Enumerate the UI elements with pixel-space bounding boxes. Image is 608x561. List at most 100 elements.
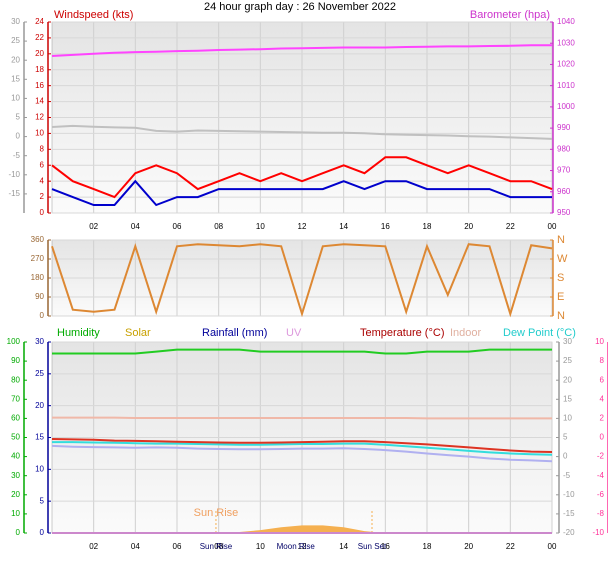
x-tick-label: 16 xyxy=(381,222,390,231)
y2-tick-label: 1030 xyxy=(557,38,575,47)
y2-tick-label: 30 xyxy=(35,337,44,346)
y-tick-label: 80 xyxy=(11,375,20,384)
x-tick-label: 18 xyxy=(423,542,432,551)
y-tick-label: 18 xyxy=(35,65,44,74)
x-tick-label: 12 xyxy=(298,542,307,551)
x-tick-label: 04 xyxy=(131,222,140,231)
y-tick-label: 0 xyxy=(16,528,21,537)
x-tick-label: 02 xyxy=(89,542,98,551)
legend-label: UV xyxy=(286,327,302,339)
y3-tick-label: 30 xyxy=(563,337,572,346)
y2-tick-label: 1000 xyxy=(557,102,575,111)
y4-tick-label: -2 xyxy=(597,452,605,461)
y-tick-label: 90 xyxy=(11,356,20,365)
y3-tick-label: 15 xyxy=(563,394,572,403)
y4-tick-label: 4 xyxy=(600,394,605,403)
x-tick-label: 20 xyxy=(464,222,473,231)
y4-tick-label: 0 xyxy=(600,433,605,442)
line xyxy=(51,44,552,57)
line xyxy=(51,124,553,140)
y2-tick-label: 1010 xyxy=(557,81,575,90)
annotation-label: Sun Rise xyxy=(200,542,233,551)
legend-label: Rainfall (mm) xyxy=(202,327,267,339)
y3-tick-label: -5 xyxy=(13,151,21,160)
y4-tick-label: -8 xyxy=(597,509,605,518)
y-tick-label: 360 xyxy=(31,235,45,244)
y-tick-label: 6 xyxy=(40,160,45,169)
y3-tick-label: 20 xyxy=(11,55,20,64)
y2-tick-label: 1020 xyxy=(557,60,575,69)
y4-tick-label: -10 xyxy=(592,528,604,537)
y3-tick-label: 5 xyxy=(16,113,21,122)
x-tick-label: 10 xyxy=(256,222,265,231)
area xyxy=(52,525,552,533)
y2-tick-label: 990 xyxy=(557,123,571,132)
y-tick-label: 14 xyxy=(35,97,44,106)
y-tick-label: 20 xyxy=(35,49,44,58)
y3-tick-label: 5 xyxy=(563,433,568,442)
y2-tick-label: 950 xyxy=(557,208,571,217)
x-tick-label: 16 xyxy=(381,542,390,551)
y2-tick-label: 25 xyxy=(35,369,44,378)
y2-tick-label: N xyxy=(557,310,565,322)
y3-tick-label: -15 xyxy=(563,509,575,518)
x-tick-label: 22 xyxy=(506,542,515,551)
x-tick-label: 22 xyxy=(506,222,515,231)
y2-tick-label: 1040 xyxy=(557,17,575,26)
y-tick-label: 12 xyxy=(35,113,44,122)
y-tick-label: 100 xyxy=(7,337,21,346)
y-tick-label: 270 xyxy=(31,254,45,263)
y-tick-label: 2 xyxy=(40,192,45,201)
y-tick-label: 50 xyxy=(11,433,20,442)
x-tick-label: 08 xyxy=(214,222,223,231)
x-tick-label: 14 xyxy=(339,542,348,551)
y2-tick-label: 0 xyxy=(40,528,45,537)
legend-label: Solar xyxy=(125,327,151,339)
y-tick-label: 4 xyxy=(40,176,45,185)
y3-tick-label: 25 xyxy=(11,36,20,45)
y-tick-label: 10 xyxy=(11,509,20,518)
y2-tick-label: E xyxy=(557,291,564,303)
y2-tick-label: 20 xyxy=(35,401,44,410)
line xyxy=(51,179,552,207)
y3-tick-label: 30 xyxy=(11,17,20,26)
x-tick-label: 00 xyxy=(548,542,557,551)
y-tick-label: 40 xyxy=(11,452,20,461)
y-tick-label: 90 xyxy=(35,292,44,301)
y-tick-label: 30 xyxy=(11,471,20,480)
legend-label: Indoor xyxy=(450,327,482,339)
y2-axis-label: Barometer (hpa) xyxy=(470,9,550,21)
y3-tick-label: 10 xyxy=(563,414,572,423)
y-tick-label: 0 xyxy=(40,311,45,320)
x-tick-label: 18 xyxy=(423,222,432,231)
legend-label: Dew Point (°C) xyxy=(503,327,576,339)
y-tick-label: 180 xyxy=(31,273,45,282)
y2-tick-label: 5 xyxy=(40,496,45,505)
y3-tick-label: -10 xyxy=(8,170,20,179)
y3-tick-label: 15 xyxy=(11,74,20,83)
y3-tick-label: 0 xyxy=(16,132,21,141)
line xyxy=(51,444,553,463)
y2-tick-label: 10 xyxy=(35,464,44,473)
x-tick-label: 10 xyxy=(256,542,265,551)
x-tick-label: 00 xyxy=(548,222,557,231)
x-tick-label: 06 xyxy=(173,542,182,551)
x-tick-label: 08 xyxy=(214,542,223,551)
y3-tick-label: -5 xyxy=(563,471,571,480)
legend-label: Humidity xyxy=(57,327,100,339)
legend-label: Temperature (°C) xyxy=(360,327,444,339)
line xyxy=(51,438,553,453)
y-tick-label: 24 xyxy=(35,17,44,26)
y3-tick-label: -10 xyxy=(563,490,575,499)
y3-tick-label: 0 xyxy=(563,452,568,461)
y2-tick-label: 980 xyxy=(557,144,571,153)
y-tick-label: 10 xyxy=(35,129,44,138)
x-tick-label: 04 xyxy=(131,542,140,551)
y3-tick-label: -20 xyxy=(563,528,575,537)
y3-tick-label: -15 xyxy=(8,189,20,198)
y-axis-label: Windspeed (kts) xyxy=(54,9,133,21)
y2-tick-label: S xyxy=(557,272,564,284)
x-tick-label: 02 xyxy=(89,222,98,231)
y4-tick-label: 8 xyxy=(600,356,605,365)
y2-tick-label: W xyxy=(557,253,568,265)
